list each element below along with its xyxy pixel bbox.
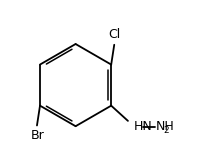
Text: HN: HN xyxy=(133,120,152,133)
Text: Cl: Cl xyxy=(108,28,120,41)
Text: Br: Br xyxy=(31,129,44,142)
Text: 2: 2 xyxy=(164,126,169,135)
Text: NH: NH xyxy=(156,120,174,133)
